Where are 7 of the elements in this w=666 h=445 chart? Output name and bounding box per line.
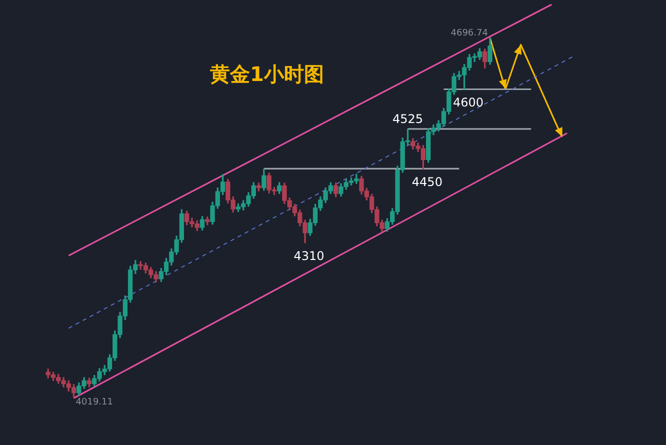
text: 黄金1小时图	[209, 62, 324, 86]
annotation: 4696.74	[450, 28, 488, 38]
annotation: 4525	[392, 112, 424, 126]
annotation: 4450	[412, 174, 442, 189]
annotation: 4600	[453, 95, 484, 110]
text: 4019.11	[76, 397, 113, 408]
annotation: 4310	[294, 249, 324, 264]
